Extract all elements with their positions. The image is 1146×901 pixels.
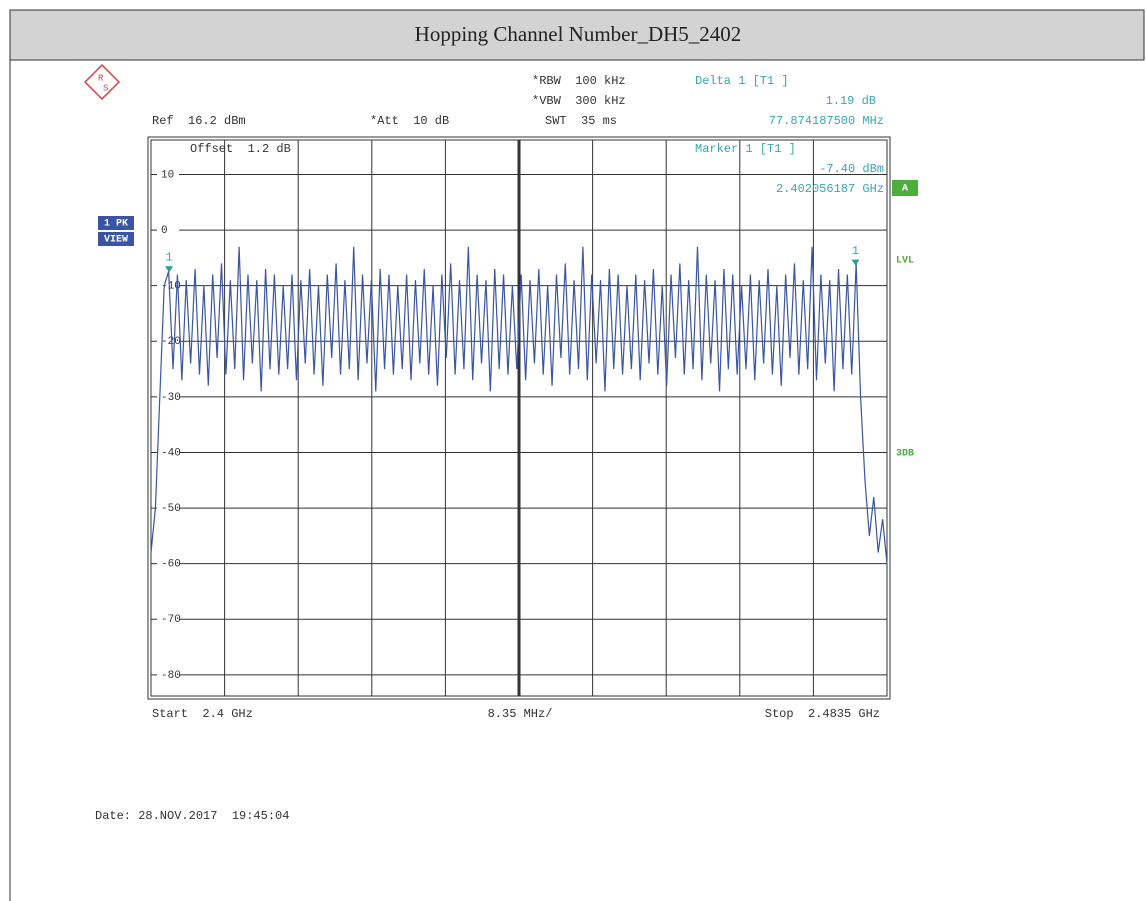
view-box [98, 232, 134, 246]
header-bar [9, 9, 1145, 61]
y-tick-bg [157, 168, 179, 181]
trace [150, 246, 888, 564]
y-tick-label: 0 [161, 225, 168, 237]
y-tick-bg [157, 502, 179, 515]
y-tick-label: -80 [161, 670, 181, 682]
plot-frame-outer [147, 136, 891, 700]
vbw: *VBW 300 kHz [532, 94, 626, 108]
marker-label: 1 [166, 250, 173, 264]
y-tick-label: -10 [161, 281, 181, 293]
y-tick-label: -60 [161, 559, 181, 571]
delta-freq: 77.874187500 MHz [769, 114, 884, 128]
swt: SWT 35 ms [545, 114, 617, 128]
trace-box [892, 180, 918, 196]
y-tick-bg [157, 446, 179, 459]
y-tick-label: 10 [161, 169, 174, 181]
view-label: VIEW [104, 235, 128, 246]
y-tick-label: -30 [161, 392, 181, 404]
marker [165, 266, 174, 273]
delta-label: Delta 1 [T1 ] [695, 74, 789, 88]
marker-label: 1 [852, 244, 859, 258]
stop-freq: Stop 2.4835 GHz [765, 707, 880, 721]
chart-title: Hopping Channel Number_DH5_2402 [415, 22, 742, 46]
y-tick-label: -70 [161, 614, 181, 626]
y-tick-label: -50 [161, 503, 181, 515]
y-tick-bg [157, 668, 179, 681]
svg-text:R: R [98, 73, 104, 83]
rs-logo: RS [83, 63, 121, 101]
trace-box-label: A [902, 184, 908, 195]
marker [851, 259, 860, 266]
marker-level: -7.40 dBm [819, 162, 884, 176]
attenuation: *Att 10 dB [370, 114, 449, 128]
marker-label: Marker 1 [T1 ] [695, 142, 796, 156]
rbw: *RBW 100 kHz [532, 74, 626, 88]
delta-level: 1.19 dB [826, 94, 876, 108]
y-tick-label: -20 [161, 336, 181, 348]
date: Date: 28.NOV.2017 19:45:04 [95, 809, 289, 823]
y-tick-bg [157, 224, 179, 237]
y-tick-bg [157, 613, 179, 626]
svg-text:S: S [103, 83, 108, 93]
offset: Offset 1.2 dB [190, 142, 291, 156]
y-tick-bg [157, 557, 179, 570]
lvl-label: LVL [896, 256, 914, 267]
detector-box [98, 216, 134, 230]
3db-label: 3DB [896, 449, 914, 460]
y-tick-bg [157, 279, 179, 292]
start-freq: Start 2.4 GHz [152, 707, 253, 721]
y-tick-bg [157, 390, 179, 403]
y-tick-label: -40 [161, 447, 181, 459]
detector-label: 1 PK [104, 219, 128, 230]
marker-freq: 2.402056187 GHz [776, 182, 884, 196]
span-per-div: 8.35 MHz/ [488, 707, 553, 721]
ref-level: Ref 16.2 dBm [152, 114, 246, 128]
